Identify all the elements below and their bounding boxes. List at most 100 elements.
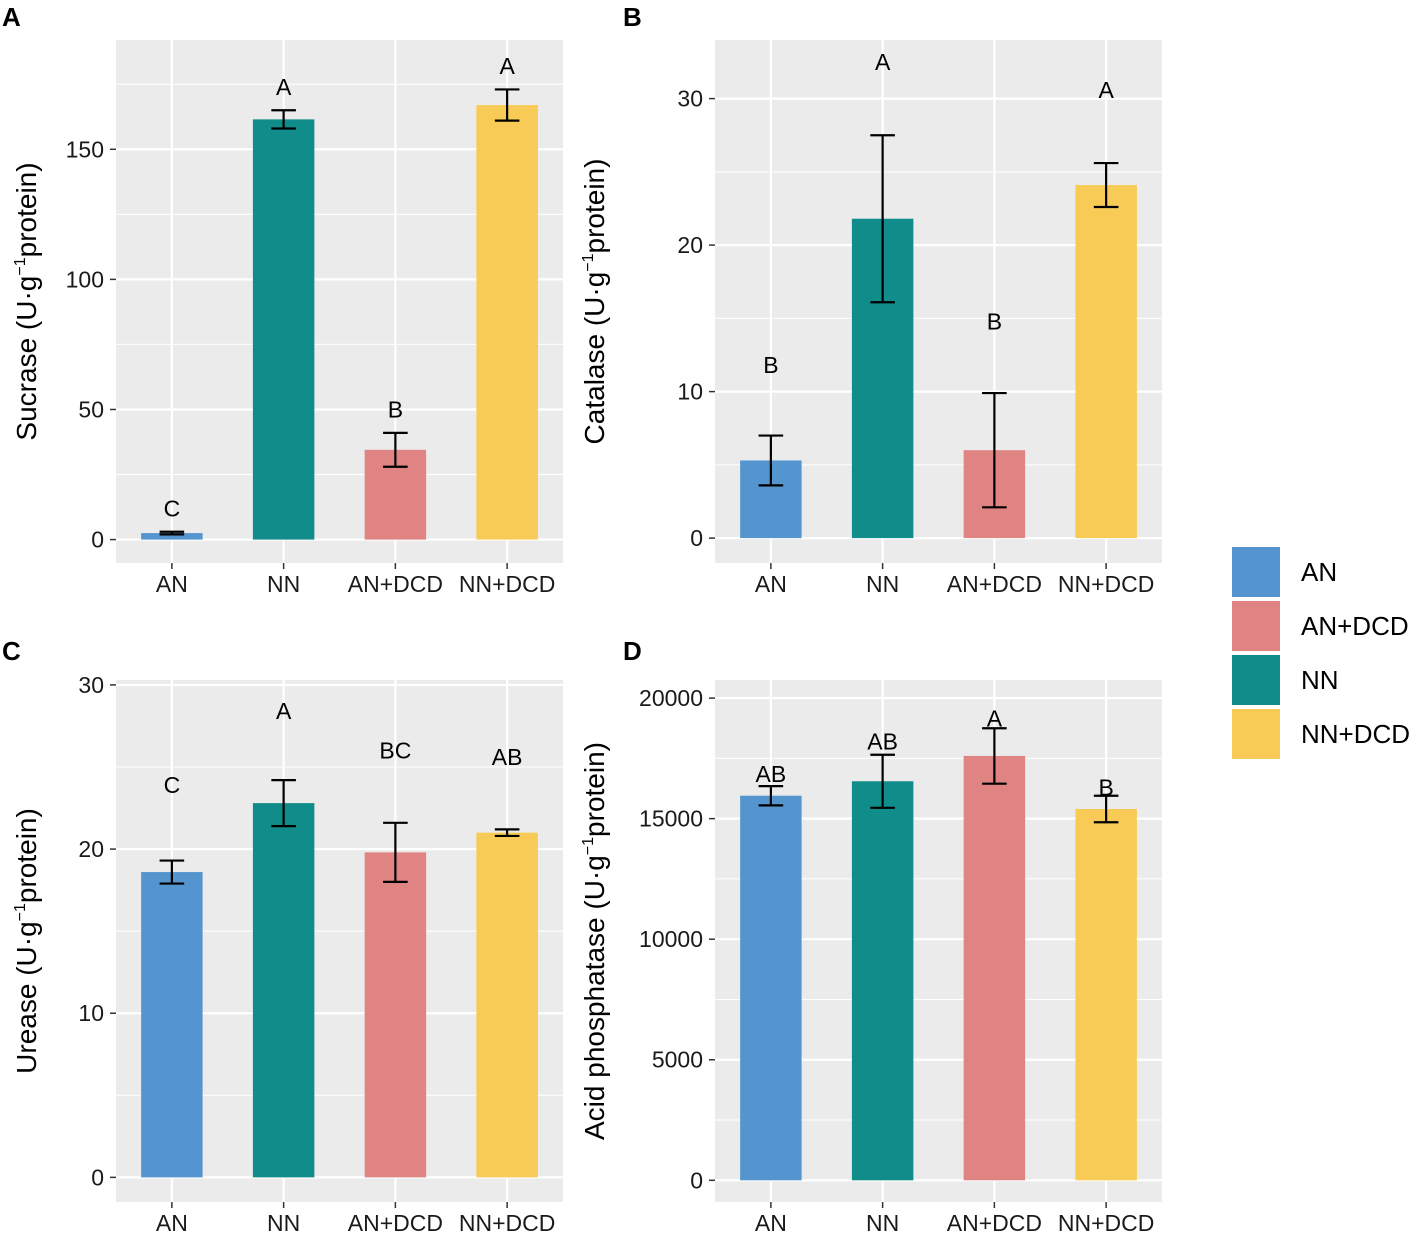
y-tick-label: 15000 [639, 806, 703, 832]
y-axis-title: Acid phosphatase (U·g−1protein) [579, 742, 610, 1140]
error-bar [758, 434, 784, 487]
x-tick-label: AN+DCD [348, 571, 443, 597]
panel-C: 0 10 20 30 C AN A NN BC AN+DCD AB NN+DCD C Urease (U·… [2, 636, 563, 1236]
bar-an [141, 872, 203, 1178]
x-tick-label: NN [866, 1210, 899, 1236]
x-tick-label: AN+DCD [348, 1210, 443, 1236]
significance-letter: C [164, 495, 181, 521]
legend-item-an: AN [1232, 547, 1337, 597]
panel-A: 0 50 100 150 C AN A NN B AN+DCD A NN+DCD A Sucrase (U… [2, 2, 563, 597]
x-tick-label: NN+DCD [1058, 571, 1154, 597]
y-tick-label: 5000 [652, 1047, 703, 1073]
y-axis-title-main: Urease (U·g [11, 921, 42, 1073]
y-tick-label: 20000 [639, 685, 703, 711]
y-tick-label: 0 [690, 1167, 703, 1193]
y-tick-label: 0 [91, 1164, 104, 1190]
y-tick-label: 20 [78, 836, 104, 862]
y-axis-title-main: Sucrase (U·g [11, 276, 42, 441]
legend-swatch [1232, 601, 1280, 651]
legend-swatch [1232, 547, 1280, 597]
y-axis-title-superscript: −1 [12, 903, 29, 921]
x-tick-label: NN+DCD [459, 1210, 555, 1236]
y-axis-title-end: protein) [11, 808, 42, 903]
error-bar [271, 109, 296, 130]
y-tick-label: 10000 [639, 926, 703, 952]
error-bar [1093, 161, 1119, 209]
y-tick-label: 30 [677, 86, 703, 112]
error-bar [870, 134, 895, 304]
x-tick-label: AN+DCD [947, 571, 1042, 597]
error-bar [870, 753, 895, 809]
bar-nn [252, 803, 315, 1178]
y-axis-title-superscript: −1 [580, 837, 597, 855]
error-bar [383, 821, 408, 884]
y-tick-label: 10 [677, 379, 703, 405]
bar-nn-dcd [1075, 808, 1137, 1181]
y-tick-label: 50 [78, 396, 104, 422]
legend-item-nn: NN [1232, 655, 1339, 705]
bar-nn-dcd [1075, 185, 1137, 539]
legend-label: NN [1301, 665, 1339, 695]
significance-letter: A [987, 705, 1003, 731]
significance-letter: A [875, 49, 891, 75]
y-axis-title: Urease (U·g−1protein) [11, 808, 42, 1074]
significance-letter: B [763, 352, 778, 378]
legend-swatch [1232, 655, 1280, 705]
x-tick-label: NN+DCD [1058, 1210, 1154, 1236]
legend-label: AN+DCD [1301, 611, 1409, 641]
y-tick-label: 100 [66, 266, 104, 292]
y-axis-title-superscript: −1 [12, 257, 29, 275]
significance-letter: BC [379, 738, 411, 764]
y-tick-label: 0 [91, 527, 104, 553]
y-tick-label: 150 [66, 136, 104, 162]
significance-letter: B [987, 308, 1002, 334]
legend: AN AN+DCD NN NN+DCD [1232, 547, 1410, 759]
significance-letter: AB [867, 728, 898, 754]
error-bar [494, 88, 520, 122]
panel-letter: A [2, 2, 21, 32]
error-bar [758, 784, 784, 807]
significance-letter: B [1098, 774, 1113, 800]
bar-an [141, 533, 203, 540]
legend-item-nn-dcd: NN+DCD [1232, 709, 1410, 759]
panel-letter: B [623, 2, 642, 32]
error-bar [271, 779, 296, 828]
y-axis-title: Sucrase (U·g−1protein) [11, 162, 42, 440]
y-tick-label: 0 [690, 525, 703, 551]
bar-nn-dcd [476, 105, 538, 540]
error-bar [159, 859, 185, 885]
y-axis-title-end: protein) [579, 742, 610, 837]
bar-nn [851, 781, 914, 1181]
significance-letter: AB [492, 744, 523, 770]
significance-letter: A [276, 698, 292, 724]
error-bar [159, 530, 185, 536]
x-tick-label: AN+DCD [947, 1210, 1042, 1236]
x-tick-label: AN [156, 571, 188, 597]
legend-label: AN [1301, 557, 1337, 587]
legend-label: NN+DCD [1301, 719, 1410, 749]
x-tick-label: AN [755, 571, 787, 597]
x-tick-label: NN [267, 571, 300, 597]
panel-D: 0 5000 10000 15000 20000 AB AN AB NN A AN+DCD B NN+D… [579, 636, 1162, 1236]
x-tick-label: AN [156, 1210, 188, 1236]
x-tick-label: AN [755, 1210, 787, 1236]
error-bar [982, 391, 1007, 509]
legend-swatch [1232, 709, 1280, 759]
y-axis-title-main: Catalase (U·g [579, 272, 610, 445]
bar-an-dcd [963, 755, 1026, 1181]
error-bar [494, 828, 520, 838]
significance-letter: A [276, 74, 292, 100]
error-bar [1093, 794, 1119, 824]
error-bar [383, 431, 408, 468]
bar-nn [252, 119, 315, 540]
legend-item-an-dcd: AN+DCD [1232, 601, 1409, 651]
bar-an-dcd [364, 852, 427, 1178]
y-tick-label: 20 [677, 232, 703, 258]
panel-letter: C [2, 636, 21, 666]
panel-letter: D [623, 636, 642, 666]
x-tick-label: NN [866, 571, 899, 597]
y-axis-title-end: protein) [11, 162, 42, 257]
error-bar [982, 727, 1007, 785]
significance-letter: C [164, 772, 181, 798]
